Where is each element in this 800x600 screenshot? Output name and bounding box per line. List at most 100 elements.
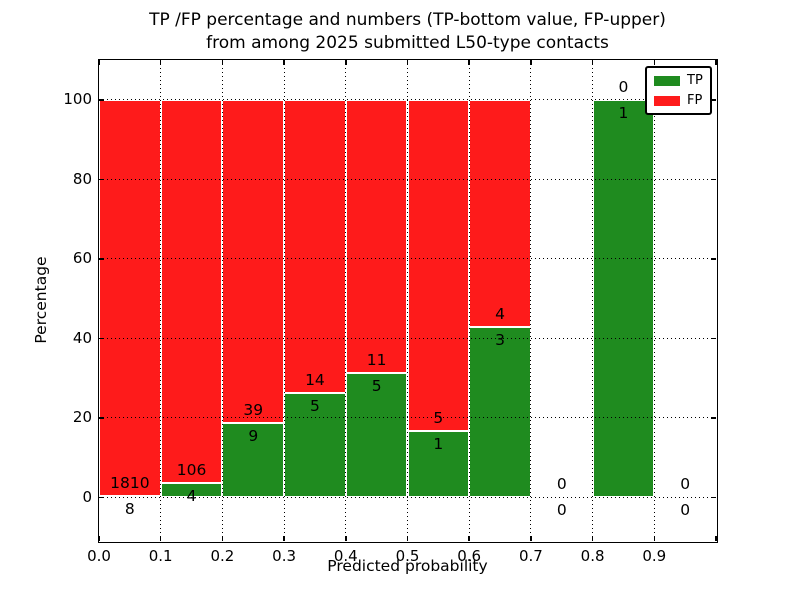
y-tick-mark xyxy=(711,99,716,101)
x-tick-mark xyxy=(283,60,285,65)
tp-legend-label: TP xyxy=(687,73,703,88)
legend-item-fp: FP xyxy=(654,94,703,107)
y-tick-label: 0 xyxy=(82,487,92,506)
x-tick-mark xyxy=(159,536,162,541)
tp-count-label: 3 xyxy=(495,330,505,349)
v-gridline xyxy=(530,60,532,541)
bar-fp-segment xyxy=(160,99,223,483)
x-tick-label: 0.6 xyxy=(457,547,482,565)
x-tick-mark xyxy=(283,536,285,541)
x-tick-mark xyxy=(468,60,470,65)
bar-tp-segment xyxy=(469,326,531,498)
y-tick-mark xyxy=(711,178,716,180)
tp-count-label: 5 xyxy=(310,396,320,415)
y-tick-mark xyxy=(99,99,104,101)
v-gridline xyxy=(283,60,285,541)
tp-count-label: 1 xyxy=(618,103,629,122)
bar-tp-segment xyxy=(222,422,285,498)
y-tick-label: 20 xyxy=(72,408,92,427)
fp-legend-swatch xyxy=(654,95,680,106)
tp-legend-swatch xyxy=(654,75,680,86)
chart-title-line2: from among 2025 submitted L50-type conta… xyxy=(206,33,609,53)
fp-count-label: 0 xyxy=(618,77,629,96)
x-tick-label: 0.8 xyxy=(580,547,605,565)
tp-count-label: 1 xyxy=(433,435,444,454)
y-tick-mark xyxy=(99,258,104,260)
bar-tp-segment xyxy=(592,99,655,498)
x-tick-mark xyxy=(591,536,594,541)
bar-fp-segment xyxy=(469,99,531,327)
tp-count-label: 8 xyxy=(124,499,135,518)
y-tick-mark xyxy=(99,337,104,339)
y-tick-mark xyxy=(711,496,716,499)
bar-tp-segment xyxy=(284,392,346,498)
y-tick-label: 80 xyxy=(72,169,92,188)
v-gridline xyxy=(407,60,408,541)
x-tick-mark xyxy=(221,536,224,541)
fp-count-label: 0 xyxy=(556,475,567,494)
tp-count-label: 0 xyxy=(556,501,567,520)
v-gridline xyxy=(468,60,470,541)
x-tick-mark xyxy=(159,60,162,65)
fp-count-label: 39 xyxy=(243,400,264,419)
tp-count-label: 9 xyxy=(248,426,259,445)
x-tick-mark xyxy=(345,536,347,541)
y-tick-mark xyxy=(99,496,104,499)
x-tick-label: 0.0 xyxy=(87,547,111,565)
bar-fp-segment xyxy=(407,99,470,432)
y-tick-label: 40 xyxy=(72,328,92,347)
x-tick-mark xyxy=(653,536,656,541)
legend: TP FP xyxy=(645,66,712,115)
x-tick-label: 0.4 xyxy=(333,547,358,565)
x-tick-mark xyxy=(468,536,470,541)
x-tick-label: 0.2 xyxy=(210,547,235,565)
y-tick-mark xyxy=(711,258,716,260)
v-gridline xyxy=(345,60,347,541)
y-tick-label: 60 xyxy=(72,249,92,268)
y-tick-mark xyxy=(99,178,104,180)
fp-legend-label: FP xyxy=(687,93,703,108)
y-tick-mark xyxy=(711,417,716,419)
legend-item-tp: TP xyxy=(654,74,703,87)
x-tick-mark xyxy=(221,60,224,65)
x-tick-label: 0.7 xyxy=(518,547,543,565)
x-tick-mark xyxy=(345,60,347,65)
x-tick-mark xyxy=(530,536,532,541)
x-tick-mark xyxy=(98,60,100,65)
x-tick-mark xyxy=(98,536,100,541)
fp-count-label: 11 xyxy=(366,351,387,370)
y-axis-title: Percentage xyxy=(32,256,50,344)
fp-count-label: 1810 xyxy=(110,473,150,492)
x-tick-label: 0.9 xyxy=(642,547,667,565)
bar-fp-segment xyxy=(99,99,161,496)
tp-count-label: 4 xyxy=(186,486,197,505)
y-tick-label: 100 xyxy=(63,90,92,109)
x-tick-mark xyxy=(715,536,717,541)
x-tick-mark xyxy=(406,60,409,65)
fp-count-label: 4 xyxy=(495,304,505,323)
x-tick-mark xyxy=(653,60,656,65)
x-tick-label: 0.5 xyxy=(395,547,420,565)
chart-title-line1: TP /FP percentage and numbers (TP-bottom… xyxy=(149,10,666,30)
x-tick-mark xyxy=(591,60,594,65)
y-tick-mark xyxy=(99,417,104,419)
y-tick-mark xyxy=(711,337,716,339)
fp-count-label: 0 xyxy=(680,475,691,494)
fp-count-label: 14 xyxy=(305,370,325,389)
plot-area: TP FP 1810 8 106 4 39 9 14 5 11 5 5 1 4 3 0 0 0 1 0 0 xyxy=(97,58,718,543)
tp-count-label: 0 xyxy=(680,501,691,520)
bar-tp-segment xyxy=(345,373,408,498)
v-gridline xyxy=(160,60,162,541)
chart-title: TP /FP percentage and numbers (TP-bottom… xyxy=(99,9,716,55)
x-tick-mark xyxy=(406,536,409,541)
x-tick-label: 0.3 xyxy=(272,547,297,565)
v-gridline xyxy=(592,60,594,541)
x-tick-mark xyxy=(715,60,717,65)
tp-count-label: 5 xyxy=(371,377,382,396)
bar-fp-segment xyxy=(345,99,408,374)
x-tick-label: 0.1 xyxy=(148,547,173,565)
fp-count-label: 5 xyxy=(433,409,444,428)
fp-count-label: 106 xyxy=(176,460,207,479)
x-axis-title: Predicted probability xyxy=(327,557,488,575)
